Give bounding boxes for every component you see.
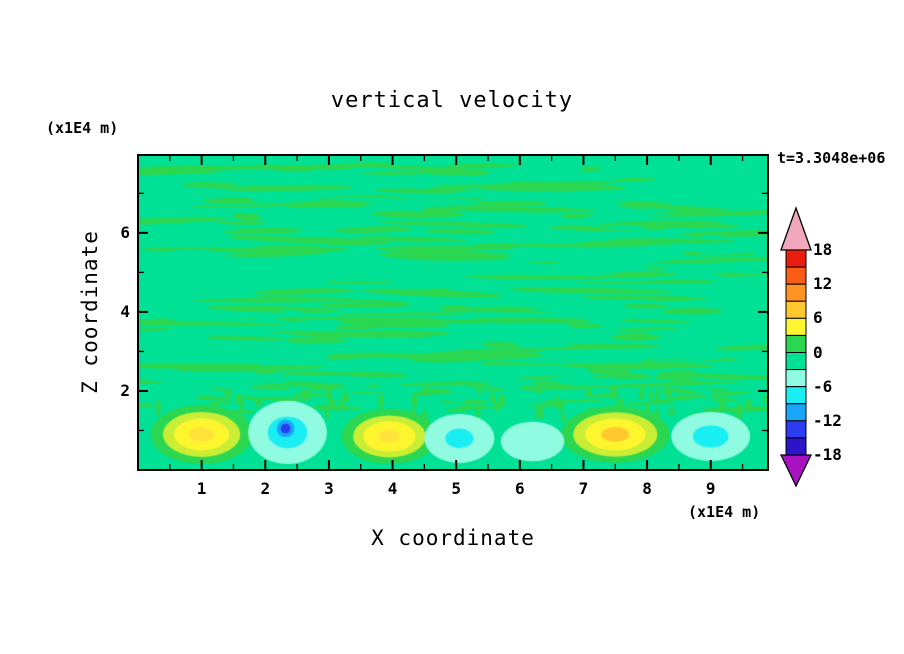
colorbar-tick-label: 0 [813, 342, 823, 362]
y-tick-label: 6 [120, 222, 130, 242]
colorbar-tick-label: -12 [813, 410, 842, 430]
colorbar-segment [785, 420, 807, 439]
colorbar-tick-label: 6 [813, 308, 823, 328]
contour-field-canvas [138, 155, 768, 470]
colorbar-segment [785, 283, 807, 302]
timestamp-annotation: t=3.3048e+06 [777, 149, 886, 167]
x-tick-label: 1 [196, 479, 207, 498]
colorbar-tick-label: -18 [813, 445, 842, 464]
chart-title: vertical velocity [330, 88, 574, 113]
colorbar-segment [785, 403, 807, 422]
colorbar [780, 206, 813, 488]
colorbar-segment [785, 386, 807, 405]
x-tick-label: 9 [705, 479, 716, 498]
colorbar-segment [785, 300, 807, 319]
x-tick-label: 3 [324, 479, 334, 498]
colorbar-tick-label: 18 [813, 240, 833, 259]
x-tick-label: 8 [642, 479, 652, 498]
colorbar-tick-label: -6 [813, 376, 833, 396]
colorbar-segment [785, 317, 807, 336]
colorbar-segment [785, 437, 807, 456]
colorbar-segment [785, 249, 807, 268]
colorbar-segment [785, 266, 807, 285]
colorbar-tick-label: 12 [813, 274, 833, 294]
colorbar-segment [785, 334, 807, 354]
y-axis-unit-label: (x1E4 m) [46, 119, 119, 137]
x-tick-label: 6 [514, 479, 525, 498]
x-axis-unit-label: (x1E4 m) [688, 503, 761, 521]
colorbar-segment [785, 369, 807, 388]
colorbar-arrow-above [780, 206, 812, 251]
x-tick-label: 4 [387, 479, 398, 498]
x-tick-label: 5 [451, 479, 461, 498]
x-tick-label: 7 [578, 479, 589, 498]
y-tick-label: 2 [120, 380, 130, 400]
y-tick-label: 4 [120, 301, 130, 321]
colorbar-segment [785, 352, 807, 371]
x-tick-label: 2 [260, 479, 271, 498]
colorbar-arrow-below [780, 454, 813, 488]
x-axis-title: X coordinate [371, 526, 535, 550]
